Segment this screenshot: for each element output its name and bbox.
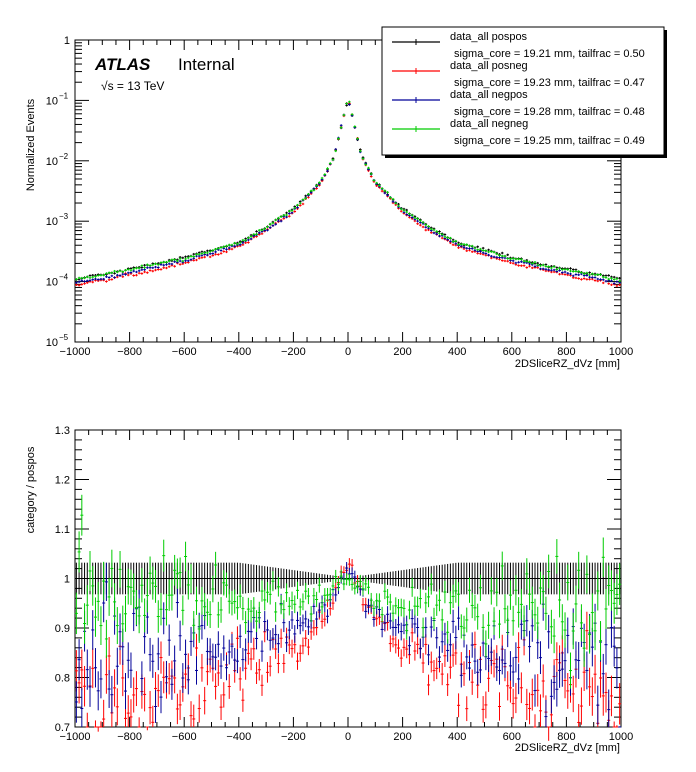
top-y-tick-label: 10 — [46, 95, 58, 107]
bottom-x-tick-label: −200 — [281, 731, 306, 743]
bottom-x-tick-label: −400 — [226, 731, 251, 743]
top-x-axis-label: 2DSliceRZ_dVz [mm] — [515, 358, 620, 370]
bottom-x-tick-label: 1000 — [609, 731, 633, 743]
legend-detail-3: sigma_core = 19.25 mm, tailfrac = 0.49 — [454, 135, 645, 147]
bottom-series-pospos — [74, 562, 622, 595]
bottom-y-tick-label: 1.1 — [55, 524, 70, 536]
bottom-x-tick-label: 800 — [557, 731, 575, 743]
bottom-x-tick-label: 200 — [393, 731, 411, 743]
bottom-y-tick-label: 1.3 — [55, 425, 70, 437]
bottom-panel: −1000 −800 −600 −400 −200 0 200 400 600 800 1000 0.… — [25, 425, 633, 754]
top-x-tick-label: 0 — [345, 346, 351, 358]
top-x-tick-label: −800 — [117, 346, 142, 358]
bottom-y-tick-label: 0.9 — [55, 623, 70, 635]
top-x-tick-label: 200 — [393, 346, 411, 358]
bottom-y-tick-label: 1 — [64, 574, 70, 586]
top-x-tick-label: −400 — [226, 346, 251, 358]
bottom-x-tick-label: −1000 — [60, 731, 91, 743]
top-x-tick-label: 400 — [448, 346, 466, 358]
internal-label: Internal — [178, 55, 235, 74]
legend-box — [381, 26, 665, 156]
legend-detail-0: sigma_core = 19.21 mm, tailfrac = 0.50 — [454, 48, 645, 60]
bottom-series-negneg — [74, 494, 622, 689]
bottom-y-tick-label: 0.8 — [55, 673, 70, 685]
top-x-tick-label: 1000 — [609, 346, 633, 358]
top-data-points — [75, 100, 621, 288]
top-series-2 — [75, 102, 621, 285]
bottom-x-tick-label: −800 — [117, 731, 142, 743]
top-x-tick-label: 800 — [557, 346, 575, 358]
legend-label-0: data_all pospos — [450, 31, 528, 43]
legend-detail-2: sigma_core = 19.28 mm, tailfrac = 0.48 — [454, 106, 645, 118]
bottom-series-posneg — [74, 558, 622, 741]
bottom-y-tick-label: 0.7 — [55, 722, 70, 734]
bottom-data-points — [74, 494, 622, 741]
top-y-tick-label: 10 — [46, 337, 58, 349]
top-series-1 — [75, 102, 621, 288]
top-y-tick-label: 10 — [46, 156, 58, 168]
bottom-y-axis-label: category / pospos — [25, 446, 37, 533]
legend-label-2: data_all negpos — [450, 89, 528, 101]
legend-entries: data_all pospos sigma_core = 19.21 mm, ta… — [392, 31, 645, 147]
legend-label-1: data_all posneg — [450, 60, 528, 72]
bottom-x-tick-label: −600 — [172, 731, 197, 743]
energy-label: √s = 13 TeV — [101, 79, 164, 93]
bottom-y-tick-label: 1.2 — [55, 475, 70, 487]
bottom-axis-ticks: −1000 −800 −600 −400 −200 0 200 400 600 800 1000 0.… — [55, 425, 634, 743]
legend: data_all pospos sigma_core = 19.21 mm, ta… — [381, 26, 667, 158]
bottom-x-axis-label: 2DSliceRZ_dVz [mm] — [515, 742, 620, 754]
bottom-x-tick-label: 600 — [503, 731, 521, 743]
bottom-x-tick-label: 400 — [448, 731, 466, 743]
bottom-x-tick-label: 0 — [345, 731, 351, 743]
top-x-tick-label: −1000 — [60, 346, 91, 358]
top-y-tick-exponent: −4 — [59, 273, 69, 282]
top-y-tick-exponent: −2 — [59, 152, 69, 161]
top-y-tick-label: 10 — [46, 277, 58, 289]
top-y-tick-exponent: −3 — [59, 212, 69, 221]
top-y-tick-exponent: −1 — [59, 91, 69, 100]
top-y-tick-label: 10 — [46, 216, 58, 228]
legend-label-3: data_all negneg — [450, 118, 528, 130]
atlas-label: ATLAS — [94, 55, 151, 74]
top-y-tick-label: 1 — [64, 35, 70, 47]
top-y-tick-exponent: −5 — [59, 333, 69, 342]
top-y-axis-label: Normalized Events — [25, 98, 37, 191]
top-x-tick-label: −600 — [172, 346, 197, 358]
legend-detail-1: sigma_core = 19.23 mm, tailfrac = 0.47 — [454, 77, 645, 89]
top-series-3 — [75, 100, 621, 283]
top-x-tick-label: −200 — [281, 346, 306, 358]
top-x-tick-label: 600 — [503, 346, 521, 358]
